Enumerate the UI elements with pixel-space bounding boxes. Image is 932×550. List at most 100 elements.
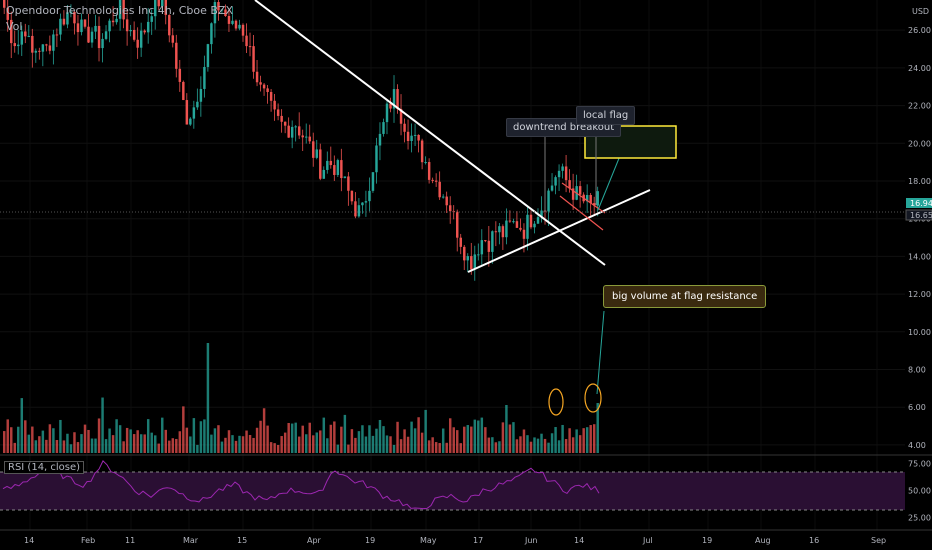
local-flag-annotation[interactable]: local flag bbox=[576, 106, 636, 125]
volume-bar bbox=[139, 434, 143, 453]
candle-body bbox=[262, 84, 266, 89]
flag-lower-line[interactable] bbox=[559, 195, 604, 231]
volume-bar bbox=[448, 418, 452, 453]
price-tick-label: 26.00 bbox=[908, 26, 931, 35]
volume-bar bbox=[83, 424, 87, 453]
volume-bar bbox=[501, 422, 505, 453]
candle-body bbox=[441, 196, 445, 198]
rsi-tick-label: 50.00 bbox=[908, 487, 931, 496]
volume-bar bbox=[406, 436, 410, 453]
volume-bar bbox=[136, 430, 139, 453]
candle-body bbox=[20, 31, 24, 45]
time-tick-label: Sep bbox=[871, 536, 886, 545]
candle-body bbox=[182, 81, 185, 101]
candle-body bbox=[101, 38, 104, 49]
volume-bar bbox=[101, 397, 104, 453]
volume-bar bbox=[104, 439, 108, 453]
uptrend-support-line[interactable] bbox=[467, 189, 651, 273]
volume-bar bbox=[266, 425, 269, 453]
price-axis[interactable]: 4.006.008.0010.0012.0014.0016.0018.0020.… bbox=[908, 26, 931, 450]
candle-body bbox=[294, 126, 297, 128]
candle-body bbox=[470, 256, 473, 270]
volume-bar bbox=[132, 434, 136, 453]
candle-body bbox=[52, 34, 55, 51]
candle-body bbox=[248, 46, 252, 48]
candle-body bbox=[491, 231, 494, 252]
candle-body bbox=[62, 18, 66, 25]
volume-bar bbox=[255, 427, 259, 453]
price-tick-label: 14.00 bbox=[908, 252, 931, 261]
candle-body bbox=[34, 50, 38, 53]
candle-body bbox=[10, 19, 13, 44]
price-tick-label: 20.00 bbox=[908, 139, 931, 148]
time-tick-label: Aug bbox=[755, 536, 771, 545]
candle-body bbox=[245, 35, 248, 47]
candle-body bbox=[17, 44, 20, 47]
candle-body bbox=[203, 66, 206, 89]
candle-body bbox=[413, 134, 417, 136]
volume-bar bbox=[484, 427, 487, 453]
volume-circle-1[interactable] bbox=[548, 388, 564, 416]
currency-label: USD bbox=[912, 7, 929, 16]
volume-bar bbox=[554, 427, 557, 453]
time-axis[interactable]: 14 Feb 11 Mar 15 Apr 19 May 17 Jun 14 Jul 19 Aug 16 Sep bbox=[24, 536, 886, 545]
volume-bar bbox=[438, 443, 441, 453]
candle-body bbox=[561, 166, 564, 171]
candle-body bbox=[290, 126, 294, 138]
volume-bar bbox=[589, 425, 592, 453]
volume-bar bbox=[389, 436, 392, 453]
volume-bar bbox=[143, 434, 146, 453]
volume-bar bbox=[557, 440, 561, 453]
candle-body bbox=[45, 44, 48, 46]
candle-body bbox=[540, 210, 543, 218]
volume-bar bbox=[171, 438, 175, 453]
volume-circle-2[interactable] bbox=[584, 383, 602, 413]
volume-bar bbox=[578, 435, 582, 453]
target-box[interactable] bbox=[584, 125, 677, 159]
volume-label[interactable]: Vol bbox=[6, 20, 23, 33]
candle-body bbox=[143, 30, 146, 33]
candle-body bbox=[266, 88, 269, 93]
candle-body bbox=[554, 177, 557, 186]
volume-bar bbox=[473, 419, 477, 453]
volume-bar bbox=[185, 427, 189, 453]
candle-body bbox=[217, 2, 220, 11]
chart-title[interactable]: Opendoor Technologies Inc 4h, Cboe BZX bbox=[6, 4, 233, 17]
volume-bar bbox=[431, 437, 434, 453]
candle-body bbox=[389, 103, 392, 109]
volume-bar bbox=[34, 440, 38, 453]
candle-body bbox=[210, 23, 213, 45]
trend-lines[interactable] bbox=[254, 0, 677, 416]
volume-bar bbox=[459, 443, 462, 453]
candle-body bbox=[24, 31, 27, 37]
volume-bar bbox=[378, 419, 382, 453]
volume-bar bbox=[206, 343, 210, 453]
volume-bar bbox=[182, 406, 185, 453]
volume-bar bbox=[210, 434, 213, 453]
volume-bar bbox=[55, 440, 59, 453]
volume-bar bbox=[550, 433, 554, 453]
candle-body bbox=[368, 190, 371, 202]
downtrend-line[interactable] bbox=[254, 0, 606, 266]
flag-upper-line[interactable] bbox=[561, 182, 606, 214]
volume-bar bbox=[52, 428, 55, 453]
candle-body bbox=[568, 180, 571, 189]
volume-bar bbox=[536, 438, 540, 453]
candle-body bbox=[438, 181, 441, 198]
big-volume-annotation[interactable]: big volume at flag resistance bbox=[603, 285, 767, 308]
rsi-indicator-label[interactable]: RSI (14, close) bbox=[4, 461, 85, 474]
time-tick-label: Apr bbox=[307, 536, 322, 545]
volume-bar bbox=[199, 421, 203, 453]
volume-bar bbox=[305, 434, 308, 453]
price-tick-label: 4.00 bbox=[908, 441, 926, 450]
candle-body bbox=[403, 123, 406, 132]
time-tick-label: Feb bbox=[81, 536, 95, 545]
candle-body bbox=[484, 240, 487, 242]
time-tick-label: Mar bbox=[183, 536, 199, 545]
volume-bar bbox=[10, 427, 13, 453]
candle-body bbox=[69, 12, 73, 14]
time-tick-label: Jul bbox=[642, 536, 653, 545]
volume-bar bbox=[297, 436, 301, 453]
volume-bar bbox=[477, 420, 480, 453]
